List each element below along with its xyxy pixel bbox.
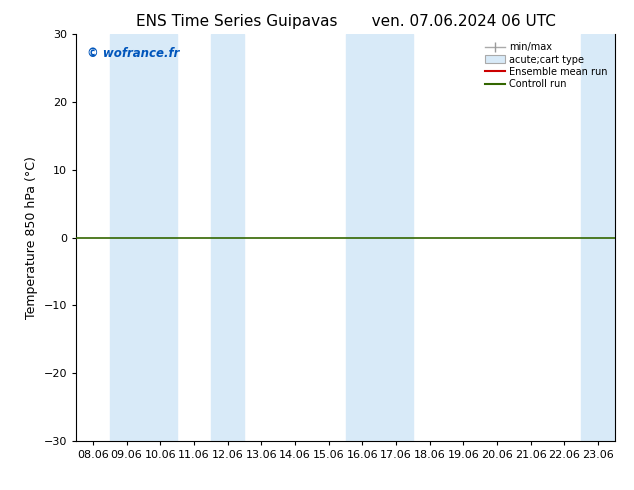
Title: ENS Time Series Guipavas       ven. 07.06.2024 06 UTC: ENS Time Series Guipavas ven. 07.06.2024… xyxy=(136,14,555,29)
Legend: min/max, acute;cart type, Ensemble mean run, Controll run: min/max, acute;cart type, Ensemble mean … xyxy=(482,39,610,92)
Bar xyxy=(210,34,245,441)
Text: © wofrance.fr: © wofrance.fr xyxy=(87,47,179,59)
Y-axis label: Temperature 850 hPa (°C): Temperature 850 hPa (°C) xyxy=(25,156,38,319)
Bar xyxy=(110,34,177,441)
Bar xyxy=(346,34,413,441)
Bar xyxy=(581,34,634,441)
